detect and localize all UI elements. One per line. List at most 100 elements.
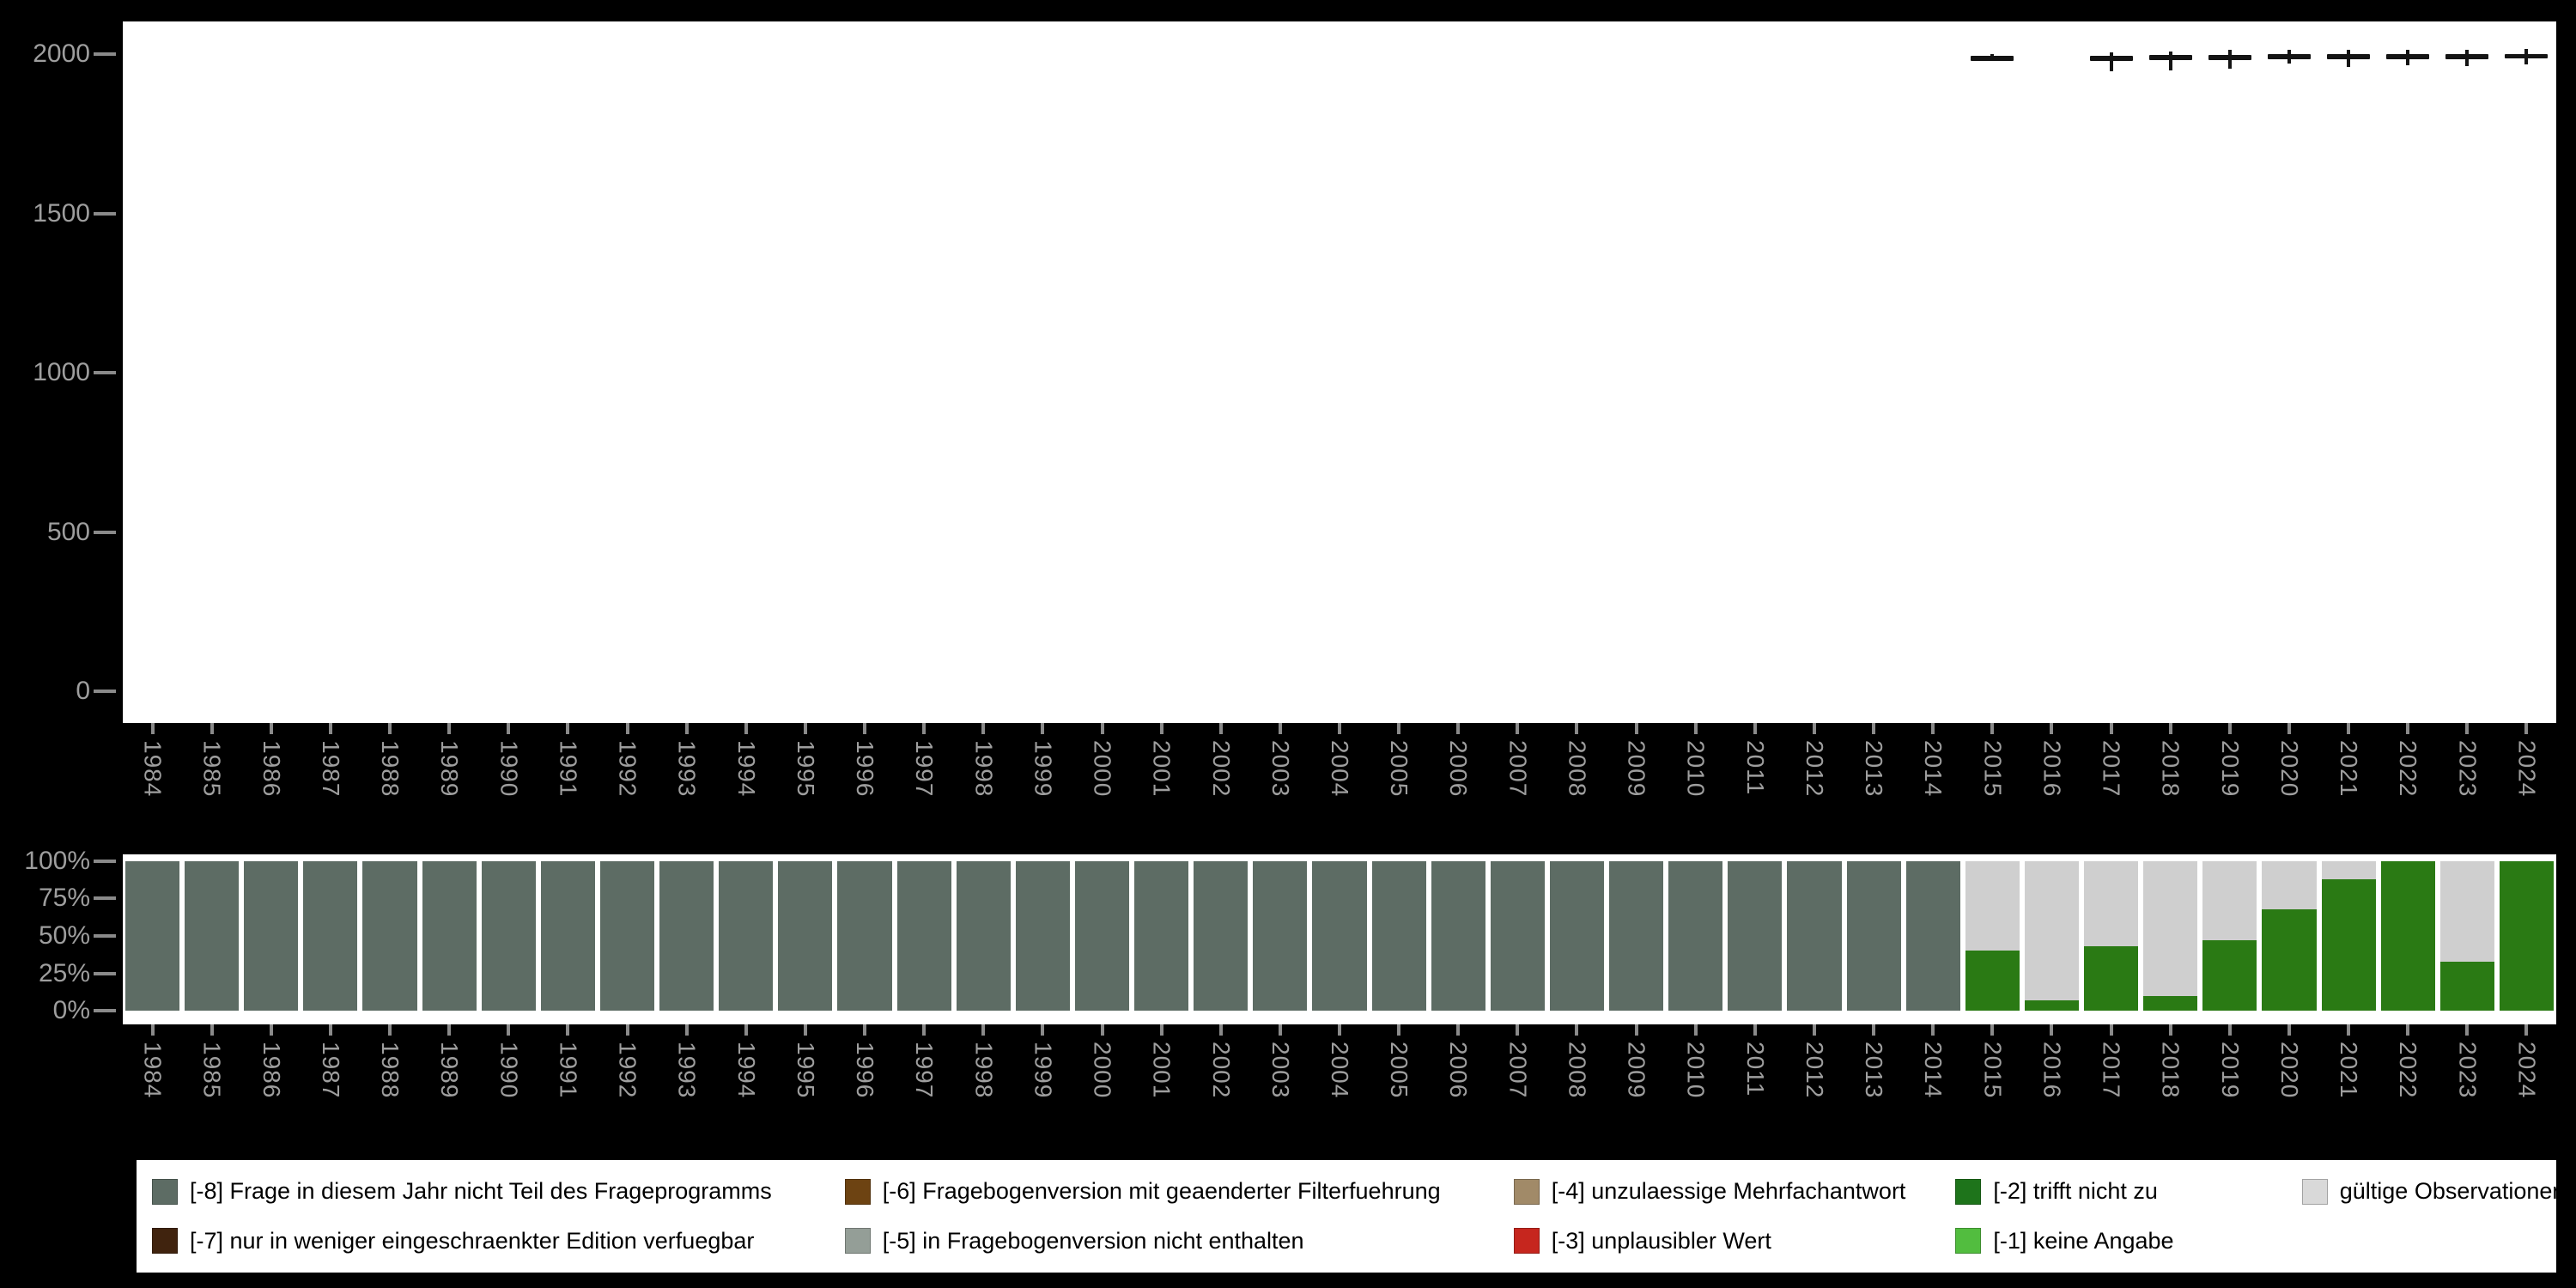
x-tick-mark [2227,1024,2232,1036]
x-tick-mark [150,723,155,734]
bar-segment [2321,860,2376,879]
x-tick-label-text: 2009 [1623,1042,1650,1099]
x-tick-label-text: 2023 [2454,1042,2482,1099]
x-tick-label: 2003 [1267,740,1294,801]
x-tick-mark [1812,1024,1816,1036]
bar-column [2259,860,2318,1012]
y-tick-mark [94,530,116,534]
x-tick-label: 2016 [2038,740,2065,801]
bar-column [1963,860,2022,1012]
y-tick-label: 1500 [33,198,90,228]
bar-segment [2262,860,2317,909]
bar-column [420,860,479,1012]
x-tick-mark [922,1024,927,1036]
x-tick-label: 2020 [2275,740,2303,801]
x-tick-mark [269,1024,273,1036]
x-tick-label: 2021 [2335,740,2362,801]
legend-label: gültige Observationen [2339,1178,2566,1205]
bar-segment [1965,951,2020,1012]
x-tick-mark [2524,723,2529,734]
x-tick-label-text: 2008 [1564,740,1591,798]
legend-swatch-icon [2301,1178,2328,1205]
bar-column [1370,860,1429,1012]
x-tick-mark [1575,723,1579,734]
bar-column [1132,860,1191,1012]
boxplot-box [2089,55,2133,61]
x-tick-label-text: 2000 [1089,1042,1116,1099]
x-tick-mark [2109,723,2113,734]
x-tick-label-text: 1984 [139,740,167,798]
x-tick-label-text: 2006 [1445,740,1473,798]
x-tick-label-text: 2008 [1564,1042,1591,1099]
x-tick-label-text: 2012 [1801,1042,1828,1099]
x-tick-label-text: 2016 [2038,1042,2066,1099]
x-tick-mark [1041,723,1045,734]
y-tick-mark [94,371,116,375]
x-tick-mark [2109,1024,2113,1036]
bar-segment [125,860,180,1012]
x-tick-mark [388,723,392,734]
x-tick-mark [1575,1024,1579,1036]
legend-swatch-icon [844,1228,871,1255]
bar-segment [1549,860,1605,1012]
x-tick-label: 2013 [1860,740,1887,801]
x-tick-label-text: 1986 [258,1042,285,1099]
x-tick-label-text: 1989 [436,1042,464,1099]
legend-label: [-6] Fragebogenversion mit geaenderter F… [882,1178,1441,1205]
x-tick-mark [1278,723,1282,734]
x-tick-label-text: 2001 [1148,1042,1176,1099]
x-tick-label: 2002 [1207,740,1235,801]
x-tick-label: 1987 [317,1042,344,1103]
bar-column [538,860,598,1012]
x-tick-label-text: 1995 [792,1042,819,1099]
x-tick-label: 2022 [2394,1042,2421,1103]
bar-segment [303,860,358,1012]
bar-column [1429,860,1488,1012]
x-tick-label: 1985 [198,740,226,801]
x-tick-label-text: 2024 [2513,740,2541,798]
x-tick-label: 2024 [2512,740,2540,801]
x-tick-label: 1993 [673,740,701,801]
x-tick-mark [2227,723,2232,734]
boxplot-y-axis-ticks [94,21,119,723]
x-tick-mark [744,723,748,734]
boxplot-box [2148,55,2192,61]
legend-label: [-7] nur in weniger eingeschraenkter Edi… [190,1227,755,1254]
x-tick-label-text: 1998 [970,1042,998,1099]
x-tick-label: 1995 [792,740,819,801]
x-tick-label: 2012 [1801,740,1828,801]
x-tick-label: 2009 [1623,1042,1650,1103]
x-tick-label-text: 1995 [792,740,819,798]
x-tick-label-text: 2018 [2157,1042,2184,1099]
x-tick-mark [1990,1024,1995,1036]
x-tick-label: 1989 [435,740,463,801]
x-tick-label: 1997 [910,1042,938,1103]
x-tick-mark [2347,1024,2351,1036]
bar-column [2379,860,2438,1012]
x-tick-label: 2020 [2275,1042,2303,1103]
x-tick-mark [1159,723,1163,734]
x-tick-label-text: 2004 [1327,1042,1353,1099]
bar-segment [1312,860,1367,1012]
x-tick-label: 2015 [1978,740,2006,801]
bar-segment [1194,860,1249,1012]
x-tick-mark [2406,723,2410,734]
boxplot-whisker [2168,52,2172,70]
bar-column [1013,860,1072,1012]
bar-column [2200,860,2259,1012]
x-tick-label: 2014 [1919,1042,1947,1103]
bar-segment [2143,860,2198,996]
x-tick-label-text: 2018 [2157,740,2184,798]
legend-label: [-8] Frage in diesem Jahr nicht Teil des… [190,1178,772,1205]
x-tick-mark [2465,1024,2470,1036]
legend-item: [-2] trifft nicht zu [1955,1178,2301,1205]
x-tick-label-text: 2023 [2454,740,2482,798]
x-tick-label: 1994 [732,740,760,801]
x-tick-label-text: 2013 [1861,740,1888,798]
x-tick-label-text: 2020 [2275,740,2303,798]
bar-y-axis-labels: 0% 25% 50% 75% 100% [0,847,90,1024]
legend-label: [-1] keine Angabe [1993,1227,2174,1254]
x-tick-mark [328,723,332,734]
x-tick-label-text: 1993 [673,1042,701,1099]
x-tick-mark [1931,723,1935,734]
